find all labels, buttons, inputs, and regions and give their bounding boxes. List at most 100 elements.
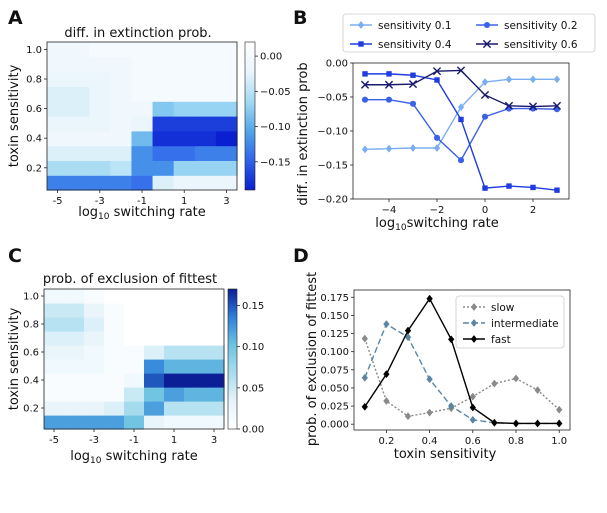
- heatmap-cell: [104, 373, 125, 388]
- data-point: [410, 72, 416, 78]
- heatmap-cell: [164, 317, 185, 332]
- data-point: [505, 75, 513, 84]
- heatmap-cell: [194, 160, 217, 176]
- x-tick-label: 0: [482, 205, 488, 216]
- heatmap-cell: [110, 145, 133, 161]
- y-tick-label: 0.6: [23, 348, 39, 359]
- heatmap-cell: [89, 71, 111, 87]
- heatmap-cell: [44, 415, 65, 430]
- heatmap-cell: [184, 359, 205, 374]
- legend-label: sensitivity 0.1: [378, 20, 452, 32]
- heatmap-cell: [184, 415, 205, 430]
- heatmap-cell: [204, 331, 225, 346]
- x-tick-label: -5: [53, 196, 63, 207]
- heatmap-cell: [204, 317, 225, 332]
- x-tick-label: 0.4: [422, 436, 438, 447]
- data-point: [481, 78, 489, 87]
- y-tick-label: 0.4: [26, 134, 42, 145]
- data-point: [426, 375, 433, 384]
- y-tick-label: −0.15: [317, 161, 348, 172]
- heatmap-cell: [84, 401, 105, 416]
- heatmap-cell: [104, 331, 125, 346]
- data-point: [383, 320, 390, 329]
- heatmap-cell: [89, 116, 111, 132]
- data-point: [426, 408, 433, 417]
- heatmap-cell: [104, 345, 125, 360]
- heatmap-cell: [194, 101, 217, 117]
- heatmap-cell: [68, 160, 90, 176]
- data-point: [457, 103, 465, 112]
- heatmap-cell: [64, 317, 85, 332]
- colorbar-tick-label: 0.05: [242, 383, 264, 394]
- data-point: [409, 100, 417, 107]
- data-point: [506, 183, 512, 189]
- heatmap-cell: [173, 130, 196, 147]
- heatmap-cell: [64, 289, 85, 304]
- data-point: [554, 187, 560, 193]
- heatmap-cell: [104, 387, 125, 402]
- panel-letter-c: C: [8, 245, 22, 267]
- line-d-xlabel: toxin sensitivity: [394, 447, 497, 462]
- heatmap-cell: [47, 116, 69, 132]
- heatmap-cell: [144, 373, 165, 388]
- data-point: [426, 294, 433, 303]
- y-tick-label: 0.050: [320, 383, 349, 394]
- legend-marker: [482, 39, 492, 49]
- heatmap-cell: [44, 345, 65, 360]
- heatmap-cell: [194, 175, 217, 191]
- data-point: [409, 143, 417, 153]
- y-tick-label: 1.0: [23, 292, 39, 303]
- line-d-legend: slow intermediate fast: [455, 295, 565, 349]
- data-point: [385, 144, 393, 153]
- colorbar-tick-label: −0.05: [260, 87, 291, 98]
- colorbar-tick-label: −0.10: [260, 122, 291, 133]
- plot-frame: [352, 62, 570, 200]
- heatmap-cell: [110, 160, 133, 176]
- heatmap-cell: [144, 401, 165, 416]
- heatmap-cell: [152, 42, 175, 58]
- x-tick-label: 1: [181, 196, 187, 207]
- heatmap-cell: [44, 331, 65, 346]
- line-d-ylabel: prob. of exclusion of fittest: [305, 272, 320, 446]
- heatmap-cell: [110, 86, 133, 102]
- heatmap-cell: [110, 175, 133, 191]
- heatmap-cell: [44, 289, 65, 304]
- legend-box: [455, 295, 565, 349]
- heatmap-cell: [164, 415, 185, 430]
- heatmap-cell: [204, 387, 225, 402]
- data-point: [408, 79, 418, 89]
- heatmap-cell: [144, 331, 165, 346]
- y-tick-label: −0.05: [317, 93, 348, 104]
- legend-label: sensitivity 0.2: [504, 20, 578, 32]
- heatmap-cell: [84, 345, 105, 360]
- heatmap-cell: [173, 116, 196, 132]
- heatmap-cell: [144, 289, 165, 304]
- heatmap-cell: [173, 101, 196, 117]
- heatmap-cell: [64, 401, 85, 416]
- y-tick-label: 0.100: [320, 347, 349, 358]
- heatmap-cell: [184, 401, 205, 416]
- data-point: [447, 402, 455, 411]
- data-point: [469, 403, 477, 412]
- series-line: [364, 338, 560, 417]
- data-point: [385, 96, 393, 103]
- heatmap-cell: [84, 373, 105, 388]
- heatmap-a-xlabel: log10 switching rate: [78, 205, 206, 222]
- heatmap-cell: [215, 101, 238, 117]
- heatmap-cell: [144, 317, 165, 332]
- heatmap-cell: [89, 145, 111, 161]
- heatmap-cell: [89, 86, 111, 102]
- heatmap-a-ticks: -5 -3 -1 1 3 0.2 0.4 0.6 0.8 1.0: [26, 45, 230, 207]
- heatmap-cell: [68, 145, 90, 161]
- data-point: [458, 116, 464, 123]
- data-point: [383, 370, 390, 379]
- data-point: [491, 418, 498, 427]
- heatmap-c-cells: [44, 289, 225, 430]
- heatmap-cell: [124, 387, 145, 402]
- data-point: [361, 96, 369, 103]
- data-point: [362, 71, 368, 77]
- heatmap-cell: [44, 373, 65, 388]
- colorbar-a-ticks: 0.00 −0.05 −0.10 −0.15: [255, 52, 291, 168]
- heatmap-c-ylabel: toxin sensitivity: [7, 307, 22, 410]
- data-point: [555, 405, 563, 414]
